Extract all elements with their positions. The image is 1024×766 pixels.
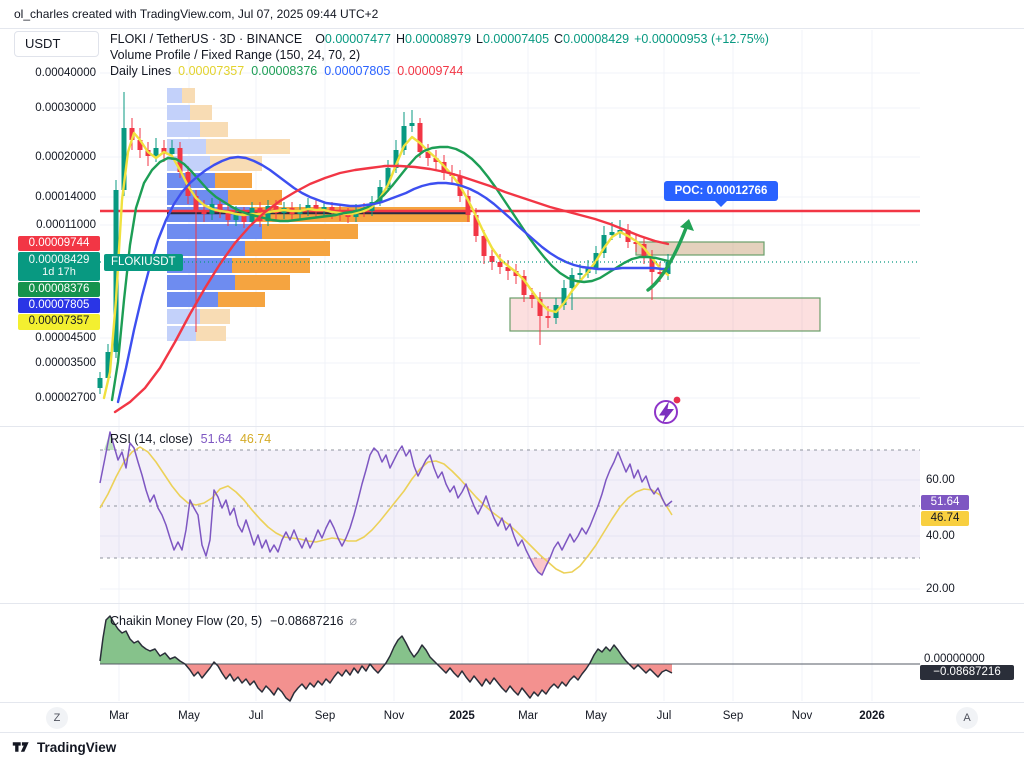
price-badge: 0.00007805 <box>18 298 100 313</box>
rsi-value-badge: 46.74 <box>921 511 969 526</box>
cmf-plot <box>99 615 920 702</box>
time-axis-label: Nov <box>791 710 813 722</box>
rsi-line <box>99 431 673 576</box>
daily-line-red <box>113 164 670 414</box>
rsi-ma-value: 46.74 <box>239 432 272 446</box>
rsi-ma-line <box>99 446 673 574</box>
cmf-zero-axis-label: 0.00000000 <box>924 653 985 665</box>
cmf-legend-row[interactable]: Chaikin Money Flow (20, 5) −0.08687216 ⌀ <box>110 613 357 628</box>
time-axis-label: Mar <box>109 710 129 722</box>
time-axis-divider <box>0 702 1024 703</box>
time-axis-label: Nov <box>383 710 405 722</box>
price-badge: 0.00009744 <box>18 236 100 251</box>
cmf-value: −0.08687216 <box>270 614 344 628</box>
price-badge: 0.00008429 1d 17h <box>18 252 100 281</box>
panel-divider-2[interactable] <box>0 603 1024 604</box>
price-badge: 0.00008376 <box>18 282 100 297</box>
footer-divider <box>0 732 1024 733</box>
poc-callout-pointer <box>715 201 727 207</box>
time-axis-label: Mar <box>518 710 538 722</box>
grid <box>100 30 920 701</box>
rsi-plot <box>99 431 920 576</box>
lightning-reaction-icon <box>654 396 681 424</box>
tradingview-brand[interactable]: TradingView <box>12 739 116 755</box>
cmf-line <box>99 615 673 702</box>
time-axis-label: Jul <box>248 710 264 722</box>
daily-line-blue <box>116 155 670 404</box>
time-axis-label: 2025 <box>449 710 475 722</box>
price-axis-label: 0.00011000 <box>36 219 96 231</box>
price-badge: 0.00007357 <box>18 314 100 330</box>
daily-lines-values: 0.00007357 0.00008376 0.00007805 0.00009744 <box>171 64 463 78</box>
chart-legend: FLOKI / TetherUS · 3D · BINANCE O0.000074… <box>110 32 769 80</box>
price-axis-label: 0.00003500 <box>35 357 96 369</box>
cmf-zero-marker-icon: ⌀ <box>349 614 358 628</box>
currency-toggle-button[interactable]: USDT <box>14 31 99 57</box>
daily-line-value: 0.00007805 <box>324 64 391 78</box>
daily-line-green <box>110 145 670 402</box>
time-axis-label: May <box>585 710 607 722</box>
poc-callout[interactable]: POC: 0.00012766 <box>664 181 778 207</box>
time-axis-label: Sep <box>722 710 744 722</box>
header-divider <box>0 28 1024 29</box>
poc-callout-text: POC: 0.00012766 <box>674 185 768 197</box>
rsi-legend-row[interactable]: RSI (14, close) 51.64 46.74 <box>110 432 271 446</box>
time-axis-label: May <box>178 710 200 722</box>
rsi-title: RSI (14, close) <box>110 432 193 446</box>
tradingview-logo-icon <box>12 742 29 752</box>
rsi-axis-label: 20.00 <box>926 583 955 595</box>
price-axis-label: 0.00030000 <box>35 102 96 114</box>
time-axis-label: Sep <box>314 710 336 722</box>
close-value: 0.00008429 <box>563 32 630 46</box>
time-axis-label: 2026 <box>859 710 885 722</box>
rsi-value-badge: 51.64 <box>921 495 969 510</box>
symbol-price-badge: FLOKIUSDT <box>104 254 183 271</box>
tradingview-brand-text: TradingView <box>37 739 117 755</box>
drawn-arrow <box>646 219 694 292</box>
timezone-button[interactable]: Z <box>46 707 68 729</box>
auto-scale-button[interactable]: A <box>956 707 978 729</box>
symbol-legend-row[interactable]: FLOKI / TetherUS · 3D · BINANCE O0.000074… <box>110 32 769 47</box>
time-axis-label: Jul <box>656 710 672 722</box>
price-axis-label: 0.00004500 <box>35 332 96 344</box>
volume-profile-legend-row[interactable]: Volume Profile / Fixed Range (150, 24, 7… <box>110 48 769 63</box>
high-value: 0.00008979 <box>405 32 472 46</box>
daily-lines-legend-row[interactable]: Daily Lines 0.00007357 0.00008376 0.0000780… <box>110 64 769 79</box>
daily-line-value: 0.00009744 <box>397 64 464 78</box>
cmf-title: Chaikin Money Flow (20, 5) <box>110 614 263 628</box>
drawn-zones <box>509 241 821 332</box>
attribution-text: ol_charles created with TradingView.com,… <box>14 7 379 21</box>
price-axis-label: 0.00014000 <box>35 191 96 203</box>
daily-line-value: 0.00008376 <box>251 64 318 78</box>
low-label: L <box>476 32 483 46</box>
high-label: H <box>395 32 405 46</box>
open-value: 0.00007477 <box>324 32 391 46</box>
panel-divider[interactable] <box>0 426 1024 427</box>
price-axis-label: 0.00040000 <box>35 67 96 79</box>
price-axis-label: 0.00002700 <box>35 392 96 404</box>
symbol-title: FLOKI / TetherUS · 3D · BINANCE <box>110 32 303 46</box>
rsi-value: 51.64 <box>200 432 232 446</box>
daily-lines-title: Daily Lines <box>110 64 172 78</box>
open-label: O <box>315 32 325 46</box>
cmf-value-badge: −0.08687216 <box>920 665 1014 680</box>
price-axis-label: 0.00020000 <box>35 151 96 163</box>
volume-profile-title: Volume Profile / Fixed Range (150, 24, 7… <box>110 48 361 62</box>
rsi-axis-label: 60.00 <box>926 474 955 486</box>
change-value: +0.00000953 (+12.75%) <box>634 32 769 46</box>
rsi-axis-label: 40.00 <box>926 530 955 542</box>
daily-line-value: 0.00007357 <box>178 64 245 78</box>
close-label: C <box>554 32 564 46</box>
low-value: 0.00007405 <box>483 32 550 46</box>
